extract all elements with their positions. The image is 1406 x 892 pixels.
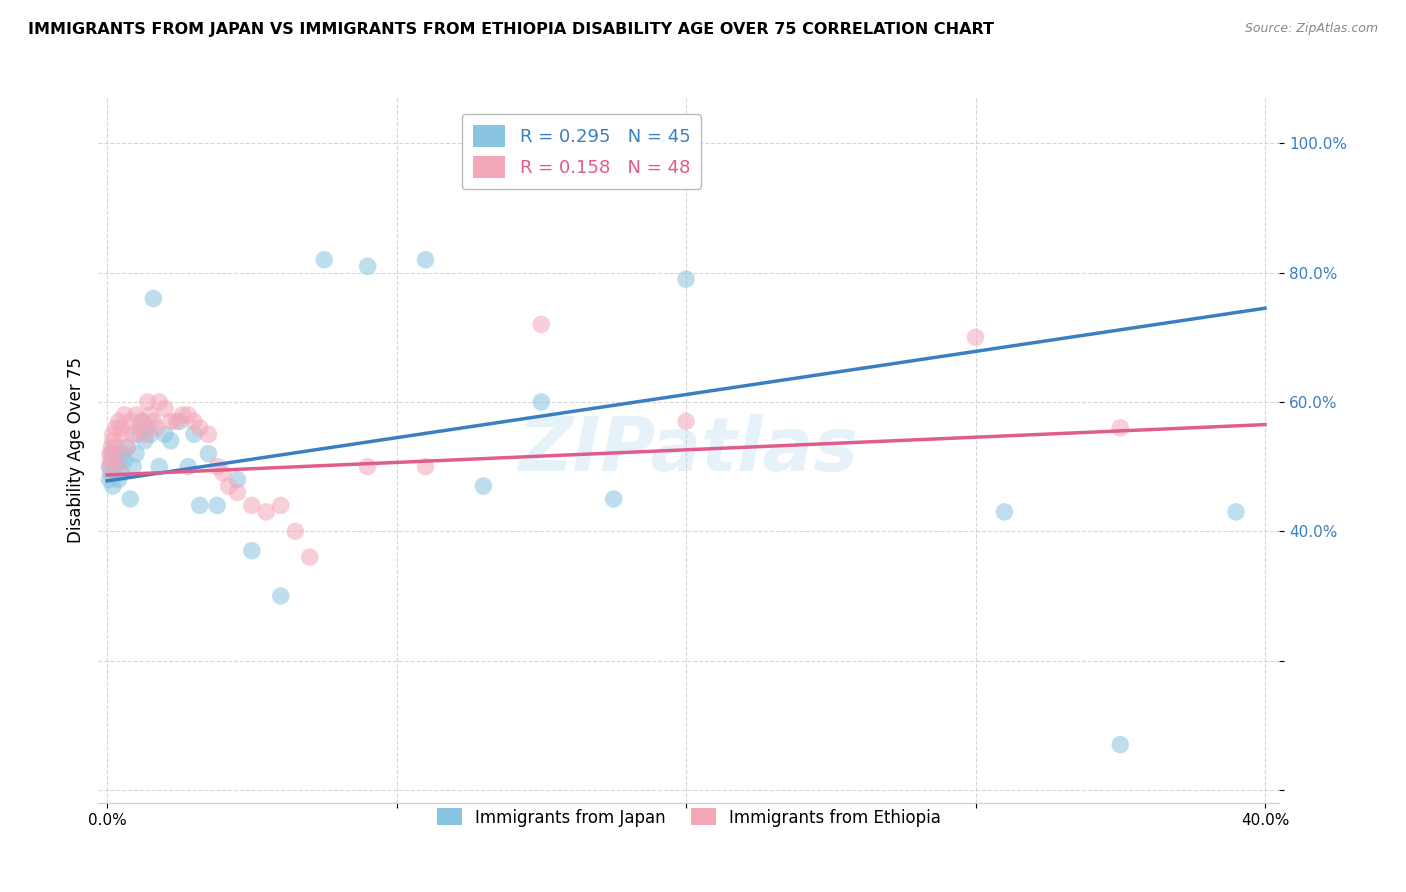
Point	[120, 414, 142, 428]
Point	[159, 434, 181, 448]
Point	[314, 252, 336, 267]
Point	[602, 491, 624, 506]
Legend: Immigrants from Japan, Immigrants from Ethiopia: Immigrants from Japan, Immigrants from E…	[430, 802, 948, 833]
Point	[415, 459, 437, 474]
Point	[139, 408, 162, 422]
Point	[148, 459, 170, 474]
Point	[148, 395, 170, 409]
Point	[122, 459, 145, 474]
Point	[110, 427, 132, 442]
Point	[104, 440, 127, 454]
Point	[270, 589, 292, 603]
Point	[110, 466, 132, 480]
Point	[177, 459, 200, 474]
Text: IMMIGRANTS FROM JAPAN VS IMMIGRANTS FROM ETHIOPIA DISABILITY AGE OVER 75 CORRELA: IMMIGRANTS FROM JAPAN VS IMMIGRANTS FROM…	[28, 22, 994, 37]
Point	[472, 479, 495, 493]
Point	[197, 427, 219, 442]
Point	[100, 440, 122, 454]
Point	[131, 414, 153, 428]
Point	[1109, 421, 1132, 435]
Point	[128, 427, 150, 442]
Point	[136, 421, 159, 435]
Point	[254, 505, 277, 519]
Point	[142, 414, 165, 428]
Point	[153, 427, 176, 442]
Point	[530, 318, 553, 332]
Point	[100, 453, 122, 467]
Point	[101, 427, 124, 442]
Point	[965, 330, 987, 344]
Point	[101, 453, 124, 467]
Point	[226, 485, 249, 500]
Text: ZIPatlas: ZIPatlas	[519, 414, 859, 487]
Point	[205, 499, 228, 513]
Point	[101, 479, 124, 493]
Point	[117, 440, 139, 454]
Point	[284, 524, 307, 539]
Point	[134, 427, 156, 442]
Point	[212, 466, 235, 480]
Point	[117, 440, 139, 454]
Point	[153, 401, 176, 416]
Point	[159, 414, 181, 428]
Point	[298, 550, 321, 565]
Point	[128, 421, 150, 435]
Point	[125, 447, 148, 461]
Point	[177, 408, 200, 422]
Point	[240, 543, 263, 558]
Point	[107, 453, 129, 467]
Point	[205, 459, 228, 474]
Point	[120, 491, 142, 506]
Point	[107, 459, 129, 474]
Point	[675, 272, 697, 286]
Text: Source: ZipAtlas.com: Source: ZipAtlas.com	[1244, 22, 1378, 36]
Point	[101, 434, 124, 448]
Point	[240, 499, 263, 513]
Point	[169, 414, 191, 428]
Point	[356, 459, 378, 474]
Point	[183, 414, 205, 428]
Point	[110, 447, 132, 461]
Y-axis label: Disability Age Over 75: Disability Age Over 75	[66, 358, 84, 543]
Point	[125, 408, 148, 422]
Point	[145, 421, 167, 435]
Point	[100, 466, 122, 480]
Point	[197, 447, 219, 461]
Point	[183, 427, 205, 442]
Point	[172, 408, 194, 422]
Point	[98, 473, 121, 487]
Point	[136, 395, 159, 409]
Point	[104, 447, 127, 461]
Point	[270, 499, 292, 513]
Point	[98, 459, 121, 474]
Point	[1225, 505, 1247, 519]
Point	[107, 414, 129, 428]
Point	[218, 479, 240, 493]
Point	[114, 453, 136, 467]
Point	[131, 414, 153, 428]
Point	[530, 395, 553, 409]
Point	[1109, 738, 1132, 752]
Point	[110, 421, 132, 435]
Point	[356, 259, 378, 273]
Point	[98, 447, 121, 461]
Point	[675, 414, 697, 428]
Point	[993, 505, 1015, 519]
Point	[122, 427, 145, 442]
Point	[226, 473, 249, 487]
Point	[107, 473, 129, 487]
Point	[98, 459, 121, 474]
Point	[100, 447, 122, 461]
Point	[134, 434, 156, 448]
Point	[415, 252, 437, 267]
Point	[104, 459, 127, 474]
Point	[188, 421, 211, 435]
Point	[114, 408, 136, 422]
Point	[166, 414, 188, 428]
Point	[142, 292, 165, 306]
Point	[104, 421, 127, 435]
Point	[188, 499, 211, 513]
Point	[139, 427, 162, 442]
